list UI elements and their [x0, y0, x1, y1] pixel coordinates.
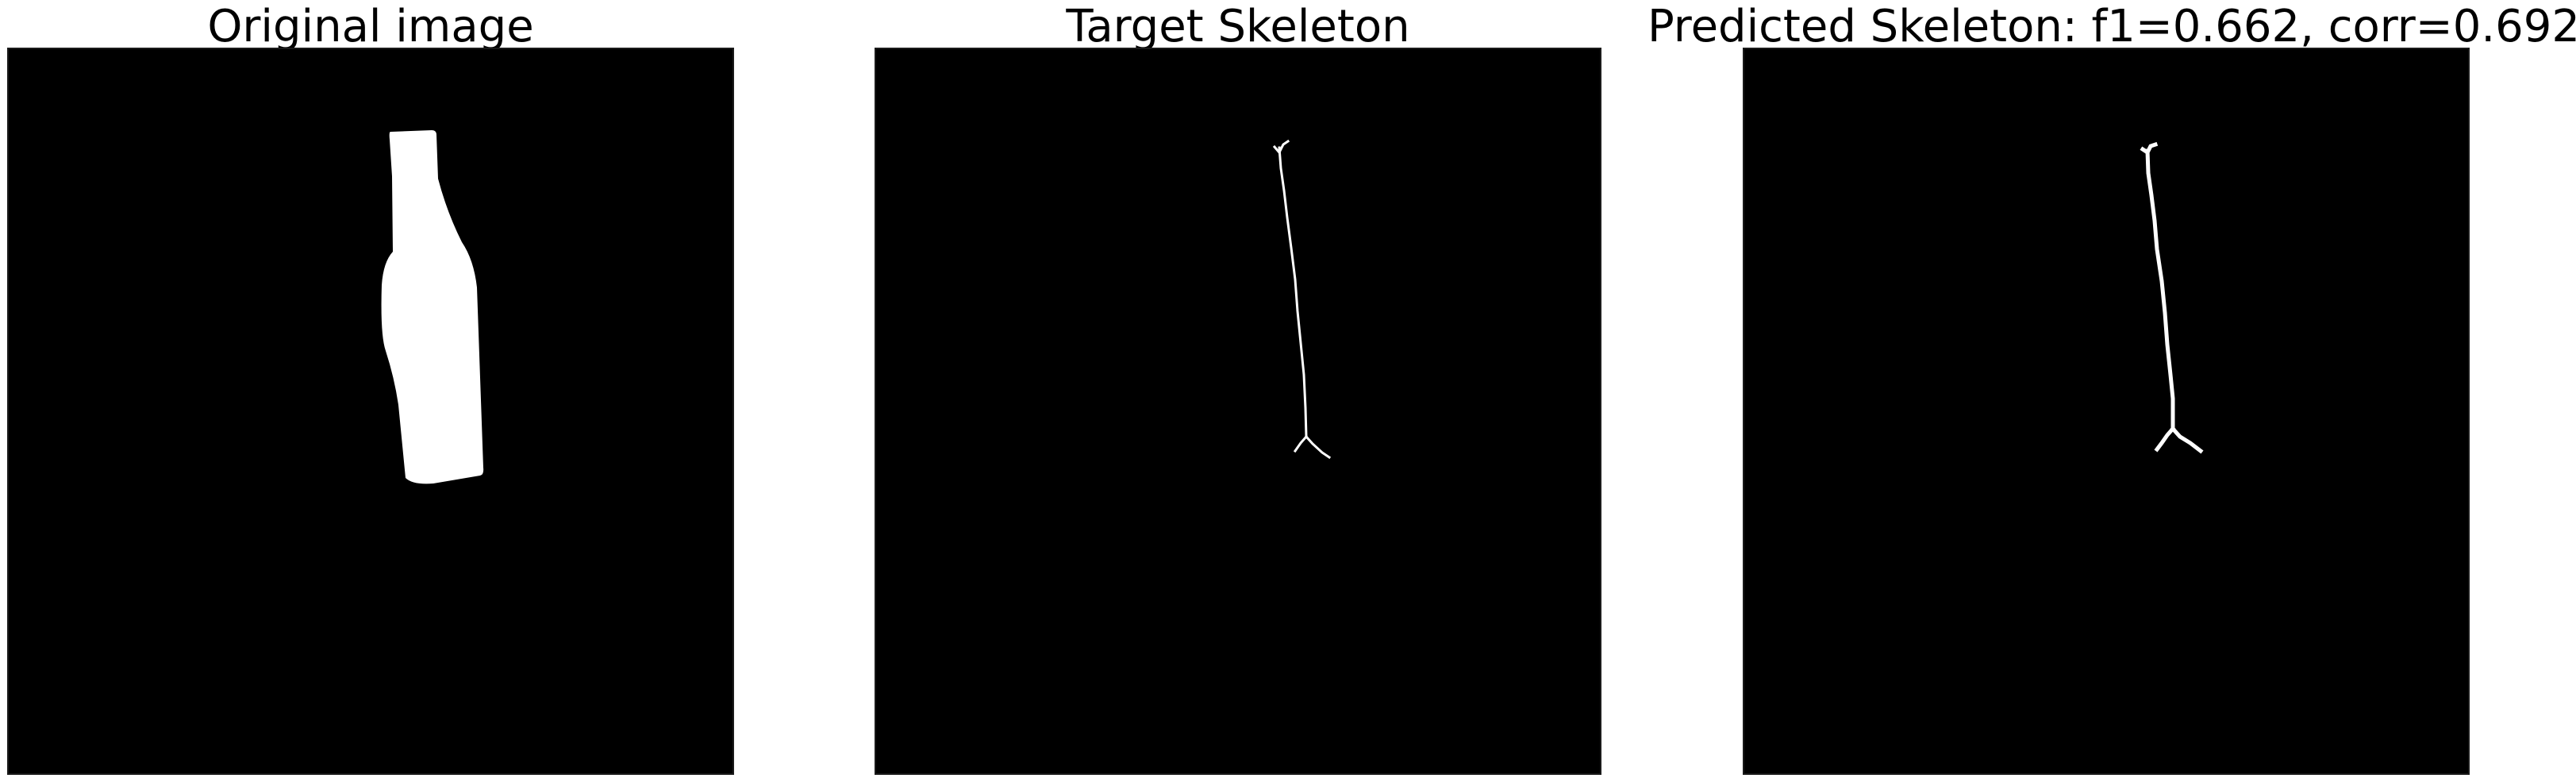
predicted-skeleton-image: [2140, 141, 2204, 454]
original-image-panel: [7, 48, 734, 775]
target-skeleton-title: Target Skeleton: [1066, 1, 1410, 52]
predicted-skeleton-top-fork: [2140, 141, 2159, 156]
predicted-skeleton-title: Predicted Skeleton: f1=0.662, corr=0.692: [1647, 1, 2576, 52]
bottle-silhouette: [381, 130, 484, 484]
predicted-skeleton-bottom-fork: [2154, 426, 2204, 454]
target-skeleton-panel: [875, 48, 1601, 775]
target-skeleton-bottom-fork: [1293, 434, 1332, 460]
bottle-mask-image: [381, 130, 484, 484]
predicted-skeleton-spine: [2145, 148, 2175, 431]
predicted-skeleton-panel: [1743, 48, 2470, 775]
target-skeleton-top-fork: [1272, 139, 1290, 155]
target-skeleton-spine: [1278, 146, 1308, 438]
original-image-title: Original image: [207, 1, 534, 52]
target-skeleton-image: [1272, 139, 1332, 460]
